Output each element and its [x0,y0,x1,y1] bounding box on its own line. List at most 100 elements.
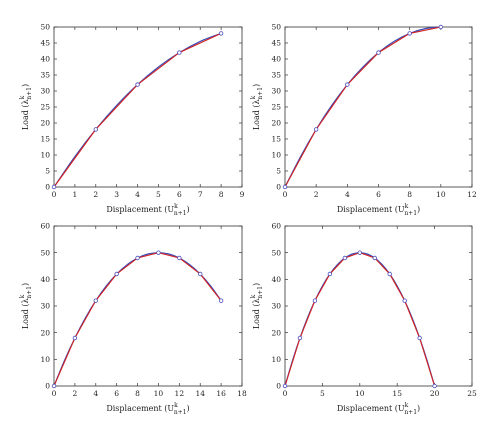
y-tick-label: 30 [40,302,50,311]
data-point [177,50,182,55]
data-point [438,24,444,30]
x-tick-label: 8 [407,190,412,199]
x-tick-label: 0 [283,190,288,199]
y-axis-label-close: ) [21,283,30,286]
y-axis-label-sup: k [19,95,26,99]
chart-panel-3: 0 2 4 6 8 10 12 14 16 18 0 10 20 30 40 50 60 Displacement… [19,222,247,416]
x-tick-label: 2 [93,190,98,199]
data-point [135,255,140,261]
plot-frame [53,26,243,188]
x-axis-label-sup: k [405,402,409,409]
data-point [93,298,98,303]
y-tick-label: 40 [40,275,50,284]
y-tick-label: 20 [271,328,281,337]
y-tick-label: 0 [276,183,281,192]
y-tick-label: 30 [271,302,281,311]
y-tick-label: 25 [40,103,50,112]
x-tick-label: 16 [216,389,226,398]
y-tick-label: 50 [271,248,281,257]
y-tick-label: 10 [271,355,281,364]
data-point [376,50,381,55]
y-tick-label: 50 [40,248,50,257]
data-point [312,298,318,303]
x-axis-label: Displacement (Uk n+1) [337,203,420,217]
y-axis-label: Load (λkn+1) [250,84,264,130]
x-axis-label-sup: k [405,203,409,210]
y-tick-label: 0 [45,382,50,391]
x-axis-label-sup: k [174,203,178,210]
y-axis-label-sub: n+1 [257,286,264,299]
y-tick-label: 10 [40,355,50,364]
x-tick-label: 4 [345,190,350,199]
y-tick-label: 5 [45,167,50,176]
data-point [372,255,377,261]
y-axis-label-sub: n+1 [26,286,33,299]
x-tick-label: 10 [154,389,164,398]
x-axis-label-close: ) [187,205,190,214]
y-tick-label: 30 [271,87,281,96]
y-axis-label-sup: k [250,95,257,99]
y-axis-label-sub: n+1 [257,87,264,100]
data-point [407,31,412,36]
y-axis-label-main: Load (λ [252,99,261,130]
y-axis-label-main: Load (λ [252,298,261,329]
x-tick-label: 25 [467,389,477,398]
y-tick-label: 35 [40,71,50,80]
plot-frame [53,225,243,387]
series-curve [53,252,222,387]
x-axis-label-sub: n+1 [174,409,187,416]
x-axis-label-main: Displacement (U [337,404,405,413]
y-tick-label: 0 [45,183,50,192]
x-axis-label: Displacement (Uk n+1) [337,402,420,416]
y-axis-label-close: ) [252,283,261,286]
x-tick-label: 12 [467,190,477,199]
x-tick-label: 9 [240,190,245,199]
x-axis-label-main: Displacement (U [106,404,174,413]
y-tick-label: 40 [271,55,281,64]
x-axis-label-sub: n+1 [404,210,417,217]
series-polyline [53,252,222,387]
x-tick-label: 7 [198,190,203,199]
y-tick-label: 60 [271,222,281,231]
x-axis-label-sub: n+1 [404,409,417,416]
y-axis-label: Load (λkn+1) [19,283,33,329]
y-tick-label: 25 [271,103,281,112]
x-tick-label: 2 [314,190,319,199]
y-axis-label-close: ) [252,84,261,87]
x-axis-label-main: Displacement (U [106,205,174,214]
y-tick-label: 45 [271,39,281,48]
y-tick-label: 40 [271,275,281,284]
data-point [432,383,437,389]
data-point [342,255,348,261]
y-axis-label: Load (λkn+1) [19,84,33,130]
data-point [156,250,161,255]
series-curve [284,26,441,188]
x-tick-label: 8 [135,389,140,398]
y-tick-label: 45 [40,39,50,48]
x-tick-label: 15 [392,389,402,398]
x-tick-label: 0 [52,389,57,398]
x-tick-label: 0 [283,389,288,398]
y-tick-label: 35 [271,71,281,80]
x-axis-label-close: ) [417,404,420,413]
y-tick-label: 0 [276,382,281,391]
data-point [72,335,78,341]
x-axis-label-sub: n+1 [174,210,187,217]
y-tick-label: 20 [40,119,50,128]
data-point [282,383,288,389]
x-tick-label: 10 [436,190,446,199]
x-tick-label: 8 [219,190,224,199]
data-point [93,127,98,132]
y-tick-label: 60 [40,222,50,231]
y-tick-label: 30 [40,87,50,96]
data-point [114,271,119,277]
series-polyline [53,32,222,188]
data-point [218,31,224,36]
y-axis-label-sub: n+1 [26,87,33,100]
y-axis-label-sup: k [250,294,257,298]
y-tick-label: 50 [271,23,281,32]
x-tick-label: 20 [430,389,440,398]
series-polyline [284,252,436,387]
data-point [51,184,57,190]
